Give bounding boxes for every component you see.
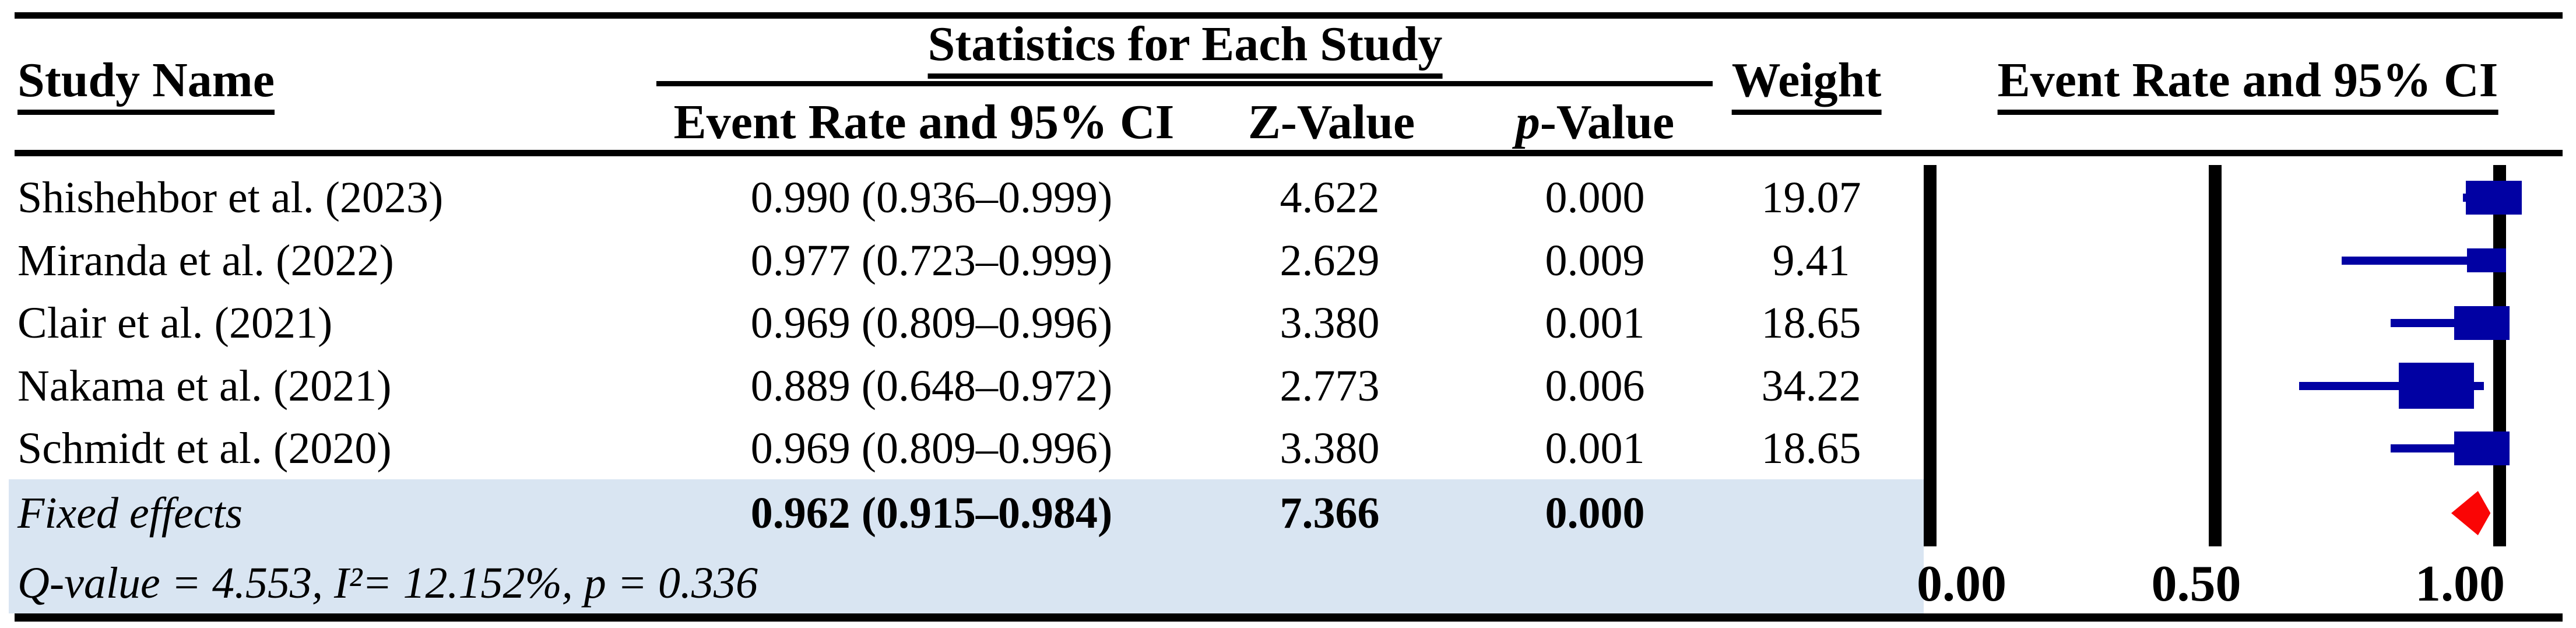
p-value: 0.001 [1545, 424, 1645, 473]
study-marker [2399, 363, 2474, 409]
summary-model-label: Fixed effects [17, 489, 243, 538]
weight-value: 18.65 [1761, 424, 1861, 473]
axis-line [1924, 165, 1937, 546]
stats-group-rule [656, 81, 1713, 86]
heterogeneity-statistics: Q-value = 4.553, I²= 12.152%, p = 0.336 [17, 559, 758, 608]
heterogeneity-row: Q-value = 4.553, I²= 12.152%, p = 0.336 [0, 552, 2576, 615]
weight-value: 34.22 [1761, 362, 1861, 411]
top-rule [15, 12, 2563, 19]
event-rate-ci-value: 0.977 (0.723–0.999) [750, 236, 1113, 285]
study-name: Shishehbor et al. (2023) [17, 173, 444, 222]
study-marker [2466, 180, 2522, 215]
column-group-header-statistics: Statistics for Each Study [927, 20, 1443, 79]
event-rate-ci-value: 0.969 (0.809–0.996) [750, 299, 1113, 348]
axis-tick-label: 0.00 [1917, 556, 2006, 612]
z-value: 2.773 [1280, 362, 1380, 411]
column-header-z-value: Z-Value [1247, 95, 1415, 149]
p-value: 0.006 [1545, 362, 1645, 411]
study-name: Nakama et al. (2021) [17, 362, 392, 411]
study-name: Schmidt et al. (2020) [17, 424, 392, 473]
axis-line [2208, 165, 2222, 546]
z-value: 2.629 [1280, 236, 1380, 285]
z-value: 3.380 [1280, 299, 1380, 348]
summary-table-row: Fixed effects 0.962 (0.915–0.984) 7.366 … [0, 482, 2576, 545]
event-rate-ci-value: 0.969 (0.809–0.996) [750, 424, 1113, 473]
axis-tick-label: 0.50 [2151, 556, 2241, 612]
column-header-event-rate-ci: Event Rate and 95% CI [673, 95, 1175, 149]
plot-header-event-rate-ci: Event Rate and 95% CI [1997, 56, 2498, 115]
table-row: Schmidt et al. (2020) 0.969 (0.809–0.996… [0, 417, 2576, 480]
z-value: 3.380 [1280, 424, 1380, 473]
header-separator-rule [15, 150, 2563, 156]
bottom-rule [15, 613, 2563, 622]
z-value: 4.622 [1280, 173, 1380, 222]
event-rate-ci-value: 0.889 (0.648–0.972) [750, 362, 1113, 411]
ci-whisker [2342, 256, 2499, 265]
column-header-p-value: p-Value [1515, 95, 1675, 149]
table-row: Shishehbor et al. (2023) 0.990 (0.936–0.… [0, 166, 2576, 229]
weight-value: 18.65 [1761, 299, 1861, 348]
event-rate-ci-value: 0.990 (0.936–0.999) [750, 173, 1113, 222]
weight-value: 19.07 [1761, 173, 1861, 222]
weight-value: 9.41 [1772, 236, 1850, 285]
table-row: Miranda et al. (2022) 0.977 (0.723–0.999… [0, 229, 2576, 292]
p-value: 0.009 [1545, 236, 1645, 285]
study-marker [2466, 248, 2507, 273]
column-header-weight: Weight [1731, 56, 1882, 115]
table-row: Clair et al. (2021) 0.969 (0.809–0.996) … [0, 292, 2576, 355]
summary-row-highlight [9, 479, 1924, 613]
column-header-study-name: Study Name [17, 56, 275, 115]
study-marker [2454, 306, 2510, 340]
summary-event-rate-ci-value: 0.962 (0.915–0.984) [750, 489, 1113, 538]
axis-tick-label: 1.00 [2415, 556, 2505, 612]
p-value: 0.000 [1545, 173, 1645, 222]
study-name: Miranda et al. (2022) [17, 236, 394, 285]
table-row: Nakama et al. (2021) 0.889 (0.648–0.972)… [0, 355, 2576, 418]
p-value: 0.001 [1545, 299, 1645, 348]
study-name: Clair et al. (2021) [17, 299, 333, 348]
axis-line [2493, 165, 2506, 546]
summary-z-value: 7.366 [1280, 489, 1380, 538]
summary-p-value: 0.000 [1545, 489, 1645, 538]
study-marker [2454, 431, 2510, 465]
